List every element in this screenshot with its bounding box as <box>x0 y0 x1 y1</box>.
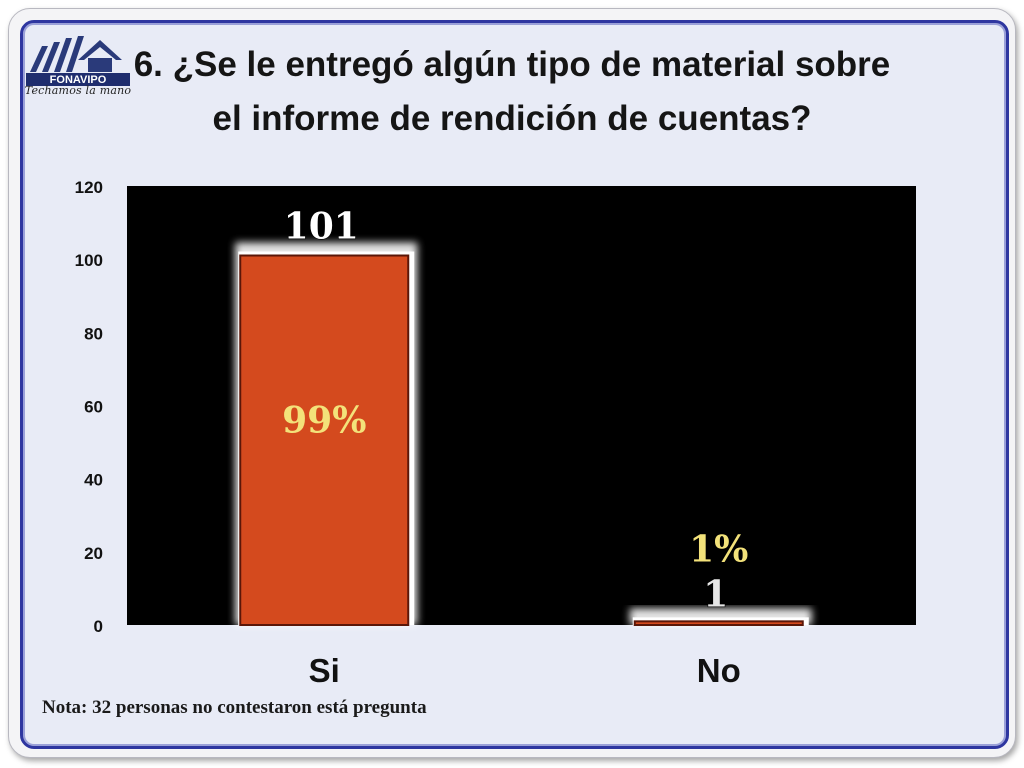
logo-mark-icon: FONAVIPO <box>26 36 130 86</box>
x-category-label: Si <box>309 652 340 689</box>
y-tick-label: 40 <box>84 471 103 490</box>
y-axis: 0 20 40 60 80 100 120 <box>75 178 103 636</box>
logo-name: FONAVIPO <box>50 74 107 86</box>
bar <box>633 620 804 627</box>
bars-group: 101 99% 11% <box>235 205 812 627</box>
y-tick-label: 100 <box>75 251 103 270</box>
y-tick-label: 0 <box>94 617 103 636</box>
value-label: 1 <box>703 573 728 615</box>
percent-label: 1% <box>689 528 748 570</box>
footnote: Nota: 32 personas no contestaron está pr… <box>42 697 427 718</box>
value-label: 101 <box>284 206 359 248</box>
y-tick-label: 20 <box>84 544 103 563</box>
x-category-label: No <box>697 652 741 689</box>
y-tick-label: 120 <box>75 178 103 197</box>
y-tick-label: 80 <box>84 324 103 343</box>
fonavipo-logo: FONAVIPO <box>22 26 134 96</box>
percent-label: 99% <box>282 399 366 441</box>
slide-title: 6. ¿Se le entregó algún tipo de material… <box>133 45 891 138</box>
x-axis: Si No <box>309 652 741 689</box>
y-tick-label: 60 <box>84 398 103 417</box>
logo-tagline: Techamos la mano <box>24 84 132 97</box>
bar <box>239 254 410 626</box>
